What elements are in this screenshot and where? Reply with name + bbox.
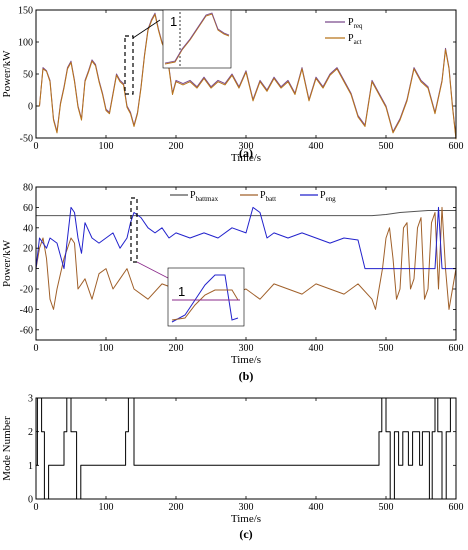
y-tick-label: 40 bbox=[23, 223, 33, 234]
legend-entry: Peng bbox=[320, 190, 336, 203]
y-tick-label: 1 bbox=[28, 461, 33, 472]
x-axis-label: Time/s bbox=[231, 152, 261, 164]
legend-entry: Pact bbox=[348, 33, 362, 46]
x-tick-label: 500 bbox=[379, 502, 394, 513]
legend-entry: Pbattmax bbox=[190, 190, 219, 203]
zoom-region bbox=[124, 35, 134, 95]
legend-entry: Pbatt bbox=[260, 190, 276, 203]
x-tick-label: 600 bbox=[449, 141, 464, 152]
panel-c: 0 100 200 300 400 500 600 0 1 2 3 Time/s Mode Number… bbox=[1, 394, 464, 542]
x-tick-label: 0 bbox=[34, 141, 39, 152]
x-tick-label: 400 bbox=[309, 141, 324, 152]
x-tick-label: 300 bbox=[239, 343, 254, 354]
y-axis-label: Power/kW bbox=[1, 239, 13, 287]
y-tick-label: 60 bbox=[23, 203, 33, 214]
series-line-eng bbox=[35, 206, 456, 270]
x-tick-label: 400 bbox=[309, 502, 324, 513]
x-tick-label: 300 bbox=[239, 502, 254, 513]
x-tick-label: 100 bbox=[99, 141, 114, 152]
y-tick-label: 80 bbox=[23, 183, 33, 194]
x-tick-label: 100 bbox=[99, 502, 114, 513]
series-line-mode bbox=[36, 397, 456, 500]
series-line-req bbox=[36, 12, 457, 139]
x-axis-label: Time/s bbox=[231, 513, 261, 525]
x-tick-label: 500 bbox=[379, 343, 394, 354]
panel-a: 0 100 200 300 400 500 600-50050100150Time/sPow… bbox=[1, 6, 464, 165]
y-tick-label: 20 bbox=[23, 244, 33, 255]
y-tick-label: 0 bbox=[28, 102, 33, 113]
x-tick-label: 600 bbox=[449, 502, 464, 513]
x-tick-label: 500 bbox=[379, 141, 394, 152]
y-axis-label: Mode Number bbox=[1, 416, 13, 481]
y-tick-label: 2 bbox=[28, 427, 33, 438]
zoom-arrow bbox=[136, 261, 169, 279]
inset-series bbox=[171, 274, 239, 323]
series-line-battmax bbox=[36, 210, 456, 217]
x-tick-label: 200 bbox=[169, 343, 184, 354]
x-tick-label: 0 bbox=[34, 502, 39, 513]
y-tick-label: -40 bbox=[20, 305, 33, 316]
x-tick-label: 200 bbox=[169, 502, 184, 513]
x-tick-label: 100 bbox=[99, 343, 114, 354]
y-axis-label: Power/kW bbox=[1, 50, 13, 98]
y-tick-label: 0 bbox=[28, 495, 33, 506]
x-tick-label: 300 bbox=[239, 141, 254, 152]
panel-caption: (a) bbox=[239, 146, 253, 160]
legend-entry: Preq bbox=[348, 17, 363, 30]
y-tick-label: 50 bbox=[23, 70, 33, 81]
x-tick-label: 400 bbox=[309, 343, 324, 354]
inset-series bbox=[164, 13, 230, 65]
x-axis-label: Time/s bbox=[231, 354, 261, 366]
panel-caption: (b) bbox=[239, 369, 254, 383]
annotation-label: 1 bbox=[178, 284, 185, 299]
series-line-batt bbox=[35, 206, 457, 310]
plot-frame bbox=[35, 397, 457, 500]
series-line-act bbox=[36, 14, 457, 140]
annotation-label: 1 bbox=[170, 14, 177, 29]
inset-series bbox=[171, 289, 239, 321]
inset-plot bbox=[162, 9, 232, 69]
inset-series bbox=[164, 12, 230, 64]
y-tick-label: 0 bbox=[28, 264, 33, 275]
x-tick-label: 200 bbox=[169, 141, 184, 152]
zoom-region bbox=[130, 197, 138, 263]
y-tick-label: 3 bbox=[28, 394, 33, 405]
panel-b: 0 100 200 300 400 500 600 -60 -40 -20 0 20 40 60 80 Tim… bbox=[1, 183, 464, 384]
x-tick-label: 0 bbox=[34, 343, 39, 354]
y-tick-label: -60 bbox=[20, 325, 33, 336]
x-tick-label: 600 bbox=[449, 343, 464, 354]
y-tick-label: -50 bbox=[20, 134, 33, 145]
y-tick-label: 100 bbox=[18, 38, 33, 49]
y-tick-label: 150 bbox=[18, 6, 33, 17]
zoom-arrow bbox=[132, 19, 161, 39]
y-tick-label: -20 bbox=[20, 285, 33, 296]
panel-caption: (c) bbox=[239, 527, 252, 541]
